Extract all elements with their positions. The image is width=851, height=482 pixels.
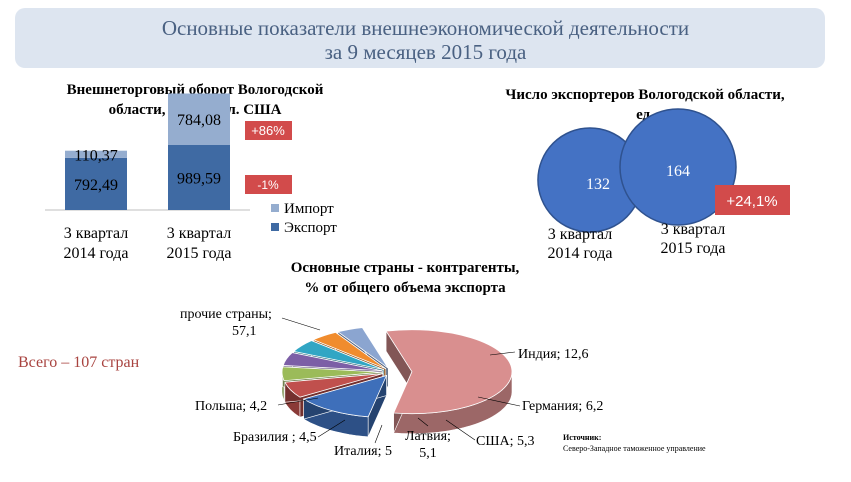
- bubble-category-line2: 2015 года: [661, 240, 726, 257]
- category-label-line1: 3 квартал: [167, 225, 231, 242]
- bubble-category-line2: 2014 года: [548, 245, 613, 262]
- pie-slice-label: прочие страны; 57,1: [180, 307, 272, 339]
- import-change-label: +86%: [251, 123, 285, 138]
- exporters-chart-title-line1: Число экспортеров Вологодской области,: [505, 87, 785, 103]
- pie-slice-label: Латвия; 5,1: [405, 429, 451, 461]
- page-title-line2: за 9 месяцев 2015 года: [324, 40, 527, 64]
- exporters-bubble: [619, 108, 737, 226]
- pie-slice-label: Германия; 6,2: [522, 399, 603, 414]
- legend-export-swatch: [271, 223, 279, 231]
- pie-slice-2: [284, 373, 383, 398]
- bubble-value-label: 164: [666, 163, 690, 180]
- pie-leader-line: [277, 397, 319, 406]
- pie-slice-label-line1: Латвия;: [405, 429, 451, 444]
- legend-import-label: Импорт: [284, 201, 334, 217]
- export-change-badge: [245, 175, 292, 194]
- legend-import-swatch: [271, 204, 279, 212]
- pie-leader-line: [374, 424, 383, 444]
- import-change-badge: [245, 121, 292, 140]
- pie-slice-label: Индия; 12,6: [518, 347, 589, 362]
- pie-slice-label-line1: прочие страны;: [180, 307, 272, 322]
- legend-export-label: Экспорт: [284, 220, 337, 236]
- trade-chart-title-line1: Внешнеторговый оборот Вологодской: [66, 82, 324, 98]
- pie-slice-6: [312, 331, 387, 370]
- export-bar: [168, 145, 230, 210]
- pie-leader-line: [281, 317, 321, 331]
- category-label-line1: 3 квартал: [64, 225, 128, 242]
- export-value-label: 989,59: [177, 171, 221, 188]
- import-value-label: 784,08: [177, 112, 221, 129]
- exporters-change-label: +24,1%: [726, 193, 777, 210]
- pie-slice-4: [282, 352, 383, 372]
- countries-chart-title-line2: % от общего объема экспорта: [304, 280, 506, 296]
- total-countries-note: Всего – 107 стран: [18, 354, 140, 371]
- pie-leader-line: [417, 417, 429, 427]
- source-label: Источник:: [563, 433, 602, 442]
- countries-chart-title: Основные страны - контрагенты, % от обще…: [255, 258, 555, 298]
- pie-slice-label: Польша; 4,2: [195, 399, 267, 414]
- bubble-value-label: 132: [586, 176, 610, 193]
- source-note: Источник: Северо-Западное таможенное упр…: [563, 432, 706, 454]
- header-band: [15, 8, 825, 68]
- pie-slice-label: Италия; 5: [334, 444, 392, 459]
- bubble-category-line1: 3 квартал: [548, 226, 612, 243]
- pie-leader-line: [489, 351, 516, 356]
- pie-slice-label: Бразилия ; 4,5: [233, 430, 317, 445]
- pie-slice-7: [337, 327, 389, 369]
- countries-chart-title-line1: Основные страны - контрагенты,: [290, 260, 520, 276]
- export-change-label: -1%: [257, 178, 279, 192]
- import-bar: [65, 150, 127, 158]
- export-bar: [65, 157, 127, 210]
- import-bar: [168, 93, 230, 145]
- pie-leader-line: [317, 419, 346, 438]
- bubble-category-line1: 3 квартал: [661, 221, 725, 238]
- pie-leader-line: [445, 419, 476, 441]
- pie-slice-label: США; 5,3: [476, 434, 534, 449]
- export-value-label: 792,49: [74, 177, 118, 194]
- pie-slice-5: [292, 340, 384, 371]
- pie-slice-label-line2: 5,1: [419, 446, 437, 461]
- category-label-line2: 2014 года: [64, 245, 129, 262]
- pie-leader-line: [477, 396, 521, 407]
- pie-slice-label-line2: 57,1: [232, 324, 257, 339]
- category-label-line2: 2015 года: [167, 245, 232, 262]
- exporters-change-badge: [715, 185, 790, 215]
- import-value-label: 110,37: [74, 147, 117, 164]
- page-title-line1: Основные показатели внешнеэкономической …: [161, 16, 690, 40]
- source-text: Северо-Западное таможенное управление: [563, 444, 706, 453]
- pie-slice-3: [281, 366, 383, 382]
- pie-slice-0: [385, 329, 513, 415]
